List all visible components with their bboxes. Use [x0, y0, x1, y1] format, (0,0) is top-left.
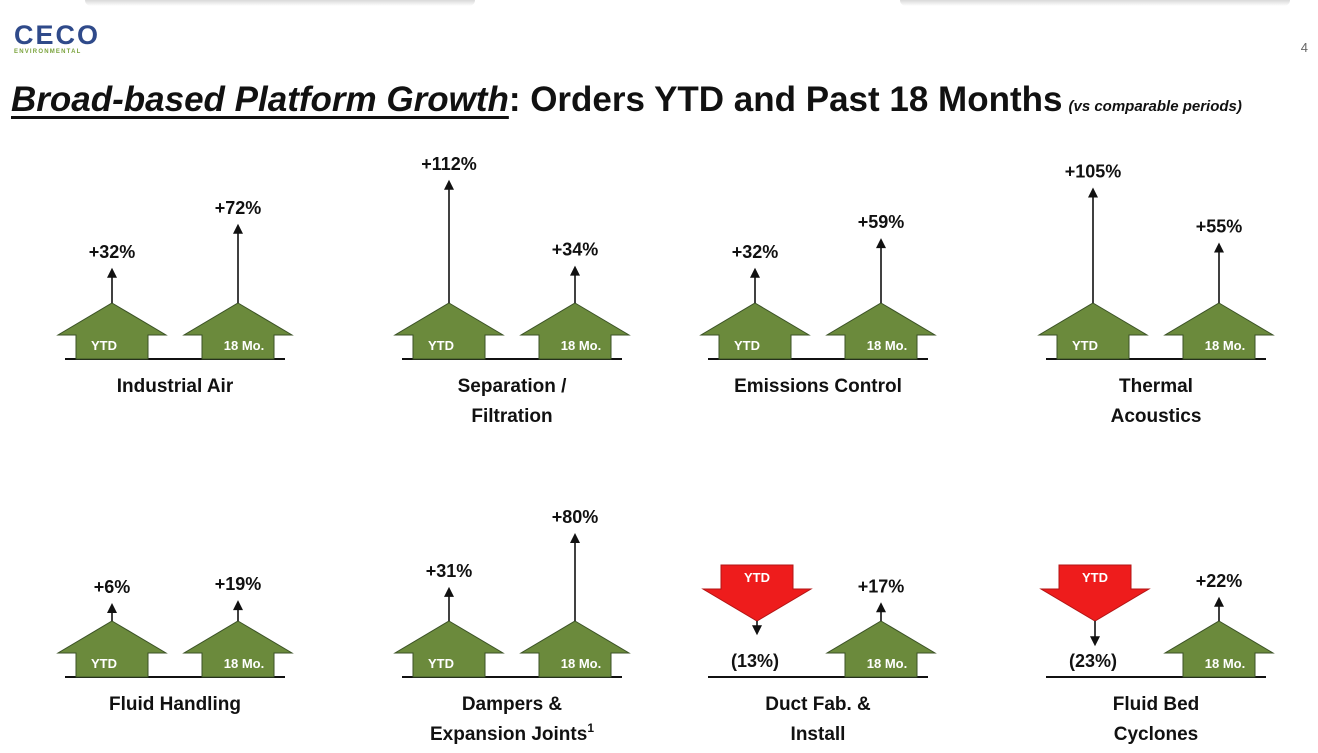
value-label: +59% [858, 212, 905, 232]
growth-arrowhead [1214, 596, 1224, 607]
panel-title: Emissions Control [734, 376, 902, 397]
growth-panel: YTD +112% 18 Mo. +34% Separation / Filtration [393, 154, 631, 427]
value-label: +112% [421, 154, 477, 174]
category-label: YTD [1082, 570, 1108, 585]
category-label: YTD [1072, 338, 1098, 353]
category-label: 18 Mo. [224, 338, 264, 353]
panel-title: Expansion Joints1 [430, 721, 594, 745]
growth-panel: YTD +32% 18 Mo. +72% Industrial Air [56, 198, 294, 397]
growth-arrowhead [570, 533, 580, 543]
growth-arrowhead [750, 267, 760, 278]
decline-arrowhead [1090, 636, 1100, 647]
category-label: YTD [91, 338, 117, 353]
growth-arrowhead [444, 586, 454, 597]
footnote-marker: 1 [587, 721, 594, 735]
panel-title: Fluid Handling [109, 694, 241, 715]
panel-title: Acoustics [1111, 406, 1202, 427]
page-number: 4 [1300, 40, 1308, 55]
category-label: 18 Mo. [867, 338, 907, 353]
panel-title: Thermal [1119, 376, 1193, 397]
value-label: +34% [552, 240, 599, 260]
up-arrow-block [56, 620, 168, 678]
up-arrow-block [519, 302, 631, 360]
top-shadow-left [85, 0, 475, 6]
growth-arrowhead [570, 265, 580, 276]
value-label: +31% [426, 561, 473, 581]
up-arrow-block [1163, 302, 1275, 360]
value-label: +17% [858, 576, 905, 596]
up-arrow-block [699, 302, 811, 360]
title-note: (vs comparable periods) [1068, 98, 1242, 115]
up-arrow-block [393, 620, 505, 678]
slide-title: Broad-based Platform Growth: Orders YTD … [11, 80, 1242, 120]
value-label: +22% [1196, 571, 1243, 591]
growth-panel: YTD +105% 18 Mo. +55% Thermal Acoustics [1037, 162, 1275, 427]
growth-arrowhead [107, 603, 117, 613]
up-arrow-block [825, 302, 937, 360]
value-label: +105% [1065, 162, 1122, 182]
category-label: YTD [91, 656, 117, 671]
value-label: +72% [215, 198, 262, 218]
growth-arrowhead [444, 179, 454, 190]
down-arrow-block [1039, 564, 1151, 622]
panel-title: Duct Fab. & [765, 694, 871, 715]
growth-arrowhead [876, 238, 886, 249]
category-label: 18 Mo. [561, 656, 601, 671]
title-rest: : Orders YTD and Past 18 Months [508, 80, 1063, 119]
growth-panel: YTD +6% 18 Mo. +19% Fluid Handling [56, 574, 294, 715]
growth-arrowhead [1088, 187, 1098, 198]
panel-title: Separation / [458, 376, 567, 397]
value-label: (23%) [1069, 651, 1117, 671]
category-label: 18 Mo. [1205, 338, 1245, 353]
growth-arrowhead [233, 223, 243, 234]
logo-word: CECO [14, 20, 101, 50]
decline-arrowhead [752, 625, 762, 636]
logo-subtitle: ENVIRONMENTAL [14, 49, 82, 55]
category-label: YTD [428, 338, 454, 353]
growth-arrowhead [876, 602, 886, 613]
category-label: 18 Mo. [561, 338, 601, 353]
ceco-logo: CECO ENVIRONMENTAL [14, 20, 101, 56]
value-label: (13%) [731, 651, 779, 671]
panel-title: Industrial Air [117, 376, 234, 397]
up-arrow-block [393, 302, 505, 360]
growth-panel: YTD +32% 18 Mo. +59% Emissions Control [699, 212, 937, 397]
value-label: +55% [1196, 217, 1243, 237]
panel-title: Cyclones [1114, 724, 1198, 745]
value-label: +6% [94, 577, 131, 597]
category-label: 18 Mo. [867, 656, 907, 671]
panel-title: Filtration [471, 406, 552, 427]
down-arrow-block [701, 564, 813, 622]
panel-title: Install [791, 724, 846, 745]
up-arrow-block [1037, 302, 1149, 360]
up-arrow-block [1163, 620, 1275, 678]
growth-panel: YTD (23%) 18 Mo. +22% Fluid Bed Cyclones [1039, 564, 1275, 745]
growth-arrowhead [233, 600, 243, 611]
growth-panel: YTD (13%) 18 Mo. +17% Duct Fab. & Install [701, 564, 937, 745]
up-arrow-block [182, 302, 294, 360]
panel-title: Fluid Bed [1113, 694, 1200, 715]
value-label: +19% [215, 574, 262, 594]
up-arrow-block [519, 620, 631, 678]
category-label: 18 Mo. [224, 656, 264, 671]
category-label: 18 Mo. [1205, 656, 1245, 671]
up-arrow-block [825, 620, 937, 678]
title-emphasis: Broad-based Platform Growth [11, 80, 509, 119]
growth-arrowhead [107, 267, 117, 278]
up-arrow-block [182, 620, 294, 678]
top-shadow-right [900, 0, 1290, 6]
category-label: YTD [734, 338, 760, 353]
category-label: YTD [428, 656, 454, 671]
up-arrow-block [56, 302, 168, 360]
value-label: +80% [552, 507, 599, 527]
value-label: +32% [89, 242, 136, 262]
panel-title: Dampers & [462, 694, 563, 715]
value-label: +32% [732, 242, 779, 262]
growth-panel: YTD +31% 18 Mo. +80% Dampers & Expansion Join… [393, 507, 631, 745]
growth-arrowhead [1214, 242, 1224, 253]
category-label: YTD [744, 570, 770, 585]
